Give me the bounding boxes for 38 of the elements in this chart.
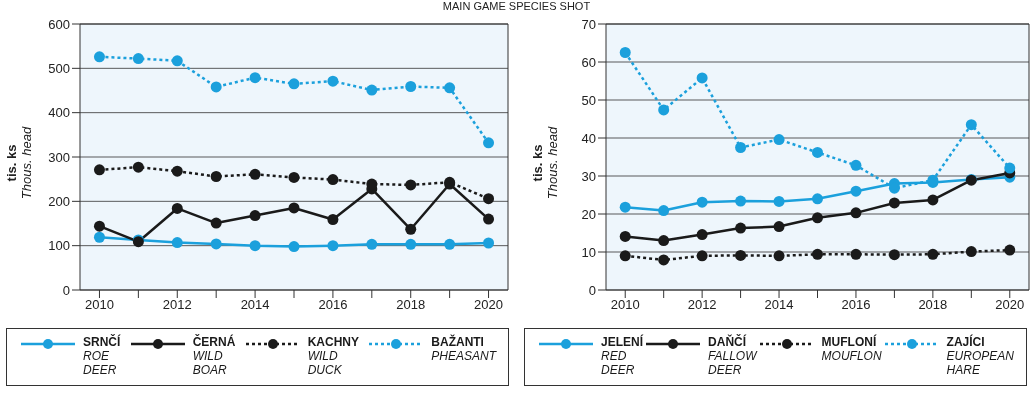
chart-title: MAIN GAME SPECIES SHOT bbox=[441, 0, 592, 13]
y-tick-label: 400 bbox=[48, 105, 70, 121]
legend-label: ČERNÁ WILD BOAR bbox=[192, 335, 236, 377]
y-tick-label: 10 bbox=[581, 244, 596, 260]
x-tick-label: 2016 bbox=[318, 297, 348, 313]
x-tick-label: 2012 bbox=[162, 297, 192, 313]
legend-label: SRNČÍ ROE DEER bbox=[83, 335, 121, 377]
y-tick-label: 0 bbox=[62, 282, 70, 298]
legend-label: BAŽANTI PHEASANT bbox=[431, 335, 496, 363]
x-tick-label: 2016 bbox=[841, 297, 871, 313]
x-tick-label: 2012 bbox=[687, 297, 717, 313]
y-axis-title: tis. ks Thous. head bbox=[530, 126, 560, 200]
x-tick-label: 2018 bbox=[396, 297, 426, 313]
y-axis-title: tis. ks Thous. head bbox=[4, 126, 34, 200]
y-tick-label: 500 bbox=[48, 60, 70, 76]
y-tick-label: 100 bbox=[48, 238, 70, 254]
y-tick-label: 50 bbox=[581, 92, 596, 108]
x-tick-label: 2020 bbox=[474, 297, 504, 313]
x-tick-label: 2020 bbox=[995, 297, 1025, 313]
legend-label: ZAJÍCI EUROPEAN HARE bbox=[946, 335, 1014, 377]
legend-label: DAŇČÍ FALLOW DEER bbox=[708, 335, 757, 377]
y-tick-label: 200 bbox=[48, 193, 70, 209]
y-tick-label: 30 bbox=[581, 168, 596, 184]
y-tick-label: 40 bbox=[581, 130, 596, 146]
y-tick-label: 600 bbox=[48, 16, 70, 32]
y-tick-label: 60 bbox=[581, 54, 596, 70]
legend-label: KACHNY WILD DUCK bbox=[307, 335, 359, 377]
y-tick-label: 20 bbox=[581, 206, 596, 222]
x-tick-label: 2010 bbox=[84, 297, 114, 313]
x-tick-label: 2010 bbox=[610, 297, 640, 313]
y-tick-label: 300 bbox=[48, 149, 70, 165]
x-tick-label: 2014 bbox=[240, 297, 270, 313]
y-tick-label: 70 bbox=[581, 16, 596, 32]
legend-label: MUFLONÍ MOUFLON bbox=[821, 335, 882, 363]
y-tick-label: 0 bbox=[588, 282, 596, 298]
legend-label: JELENÍ RED DEER bbox=[601, 335, 644, 377]
x-tick-label: 2014 bbox=[764, 297, 794, 313]
x-tick-label: 2018 bbox=[918, 297, 948, 313]
